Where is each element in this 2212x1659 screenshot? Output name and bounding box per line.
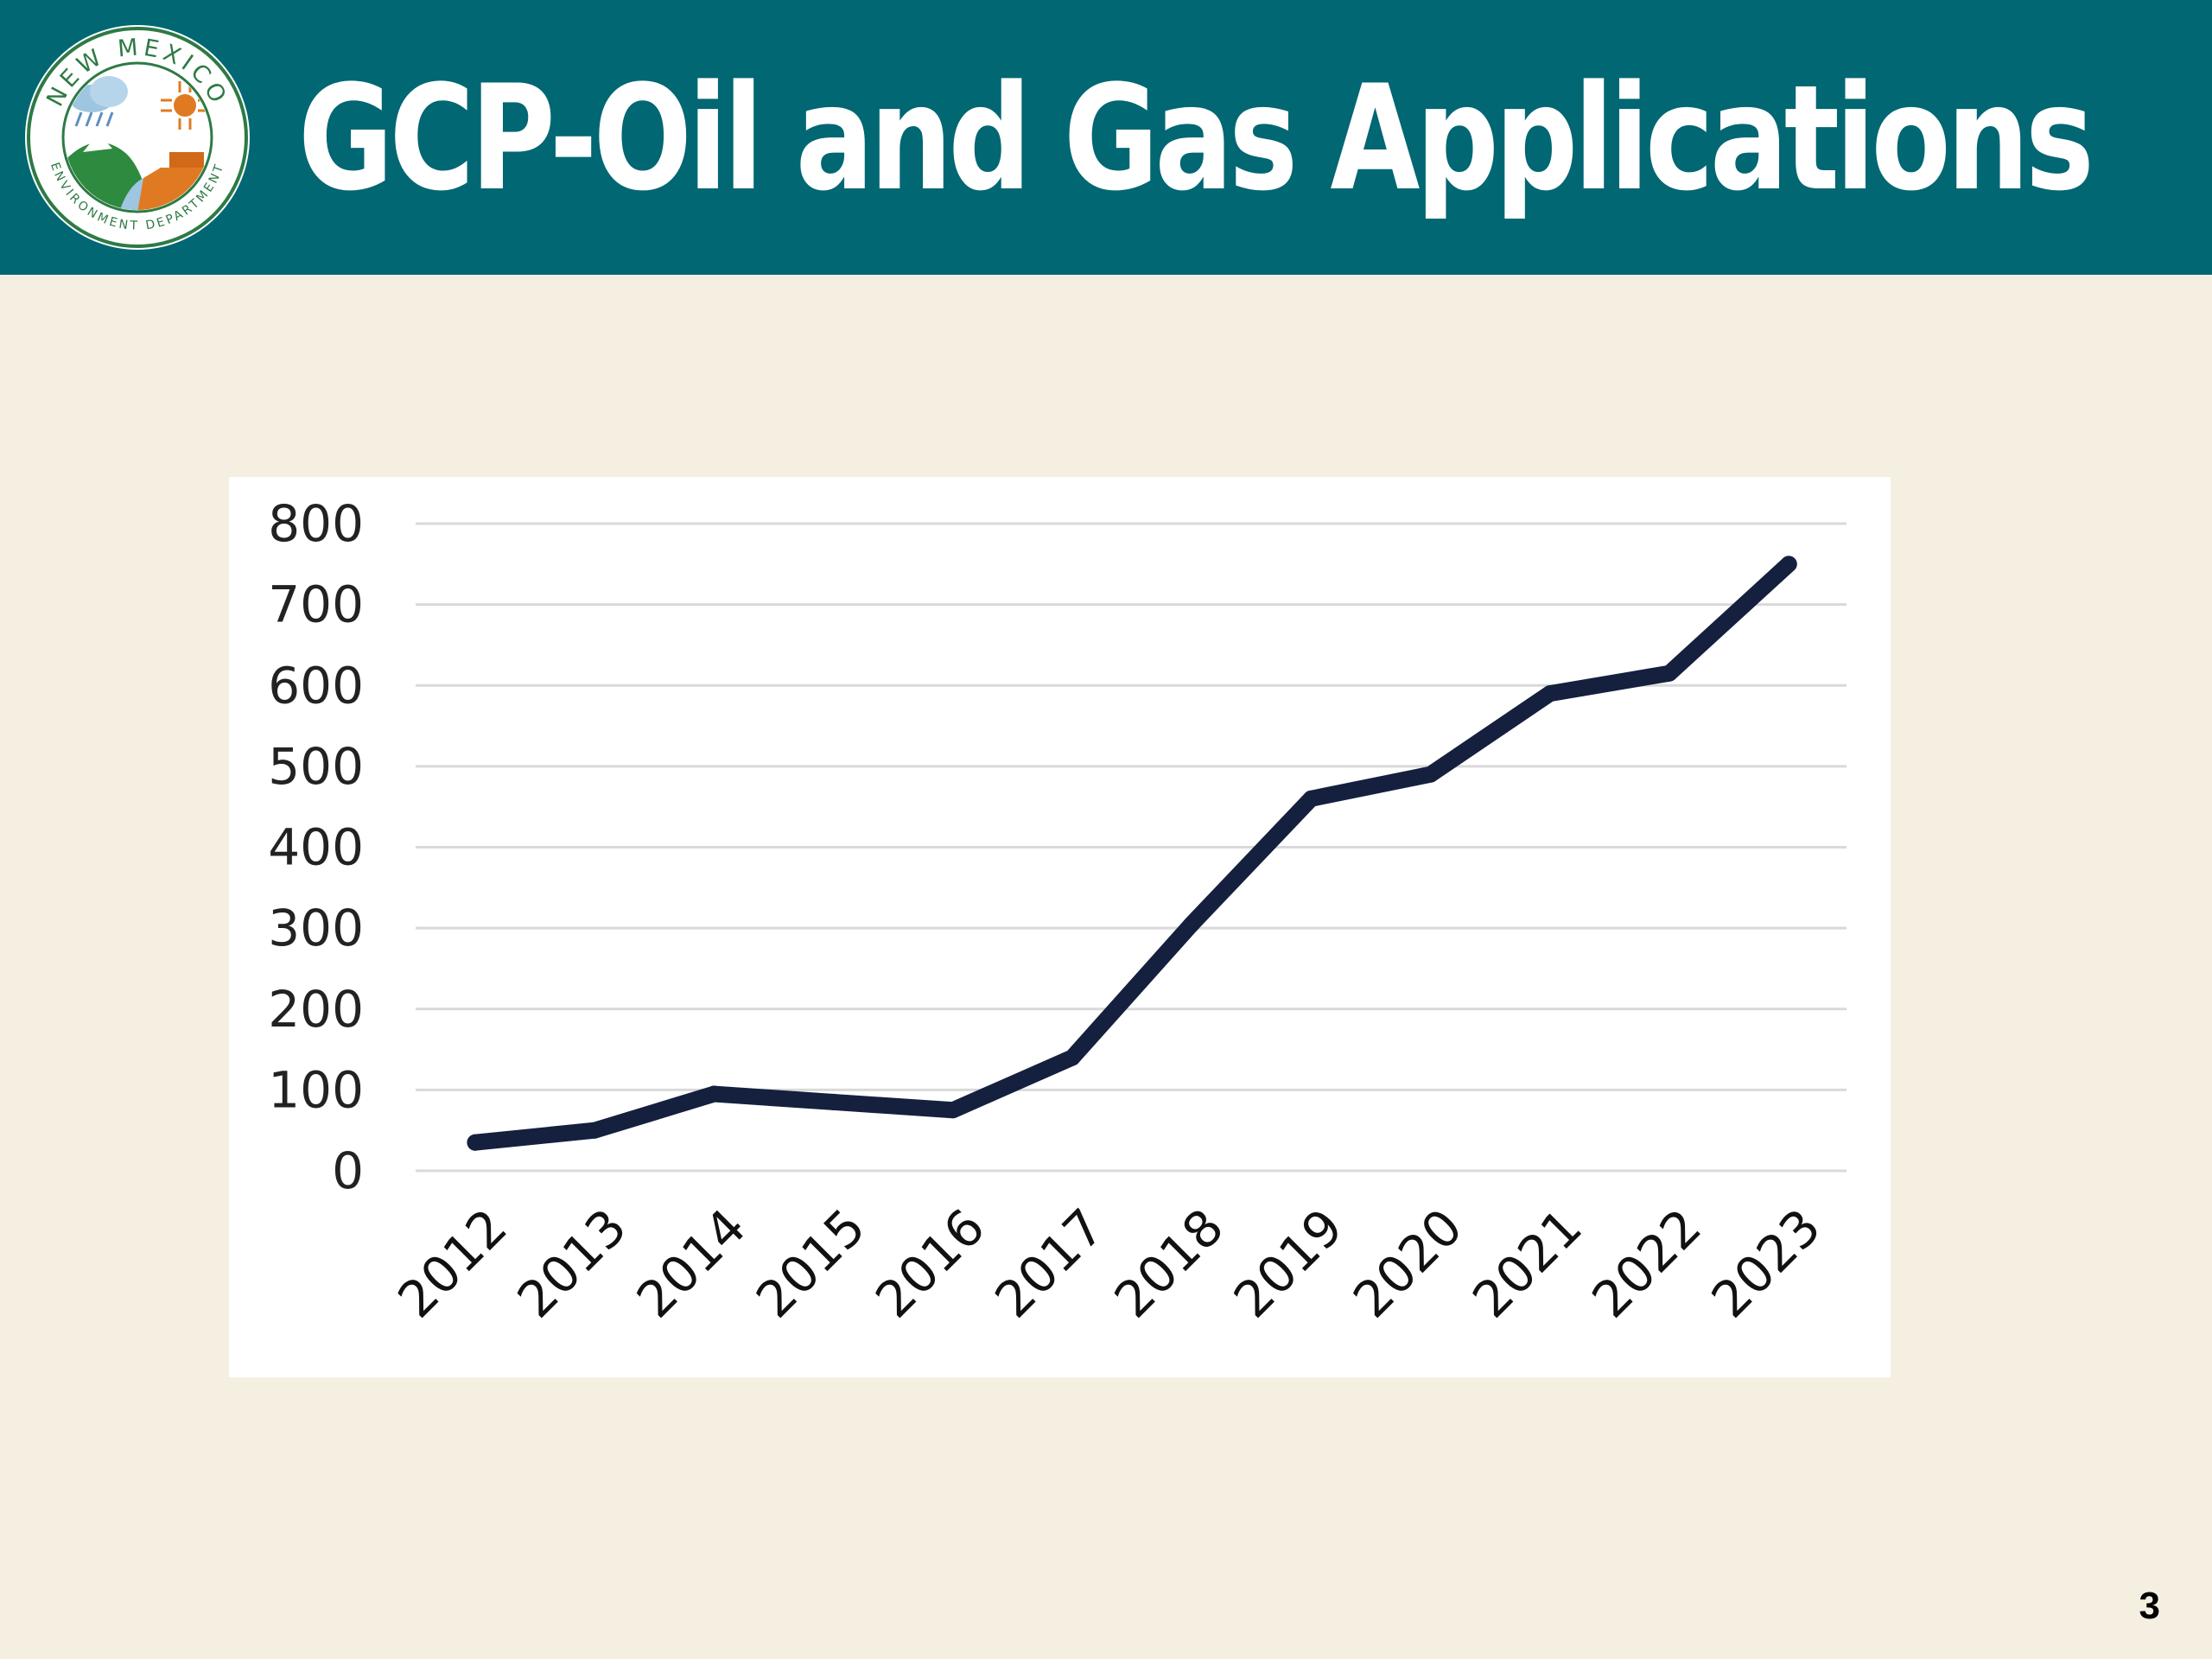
data-point — [825, 1093, 842, 1110]
x-tick-label: 2018 — [1103, 1198, 1235, 1329]
data-point — [1183, 915, 1200, 932]
y-tick-label: 700 — [268, 575, 364, 634]
x-tick-label: 2012 — [386, 1198, 518, 1329]
series-layer — [467, 556, 1797, 1151]
y-axis-tick-labels: 0 100 200 300 400 500 600 700 800 — [268, 494, 364, 1200]
data-point — [1661, 664, 1678, 682]
page-number: 3 — [2139, 1585, 2160, 1627]
header-bar: NEW MEXICO ENVIRONMENT DEPARTMENT — [0, 0, 2212, 275]
x-tick-label: 2017 — [983, 1198, 1115, 1329]
y-tick-label: 600 — [268, 656, 364, 715]
y-tick-label: 0 — [332, 1141, 364, 1200]
grid-lines — [416, 522, 1847, 1173]
data-point — [586, 1122, 603, 1139]
data-point — [705, 1085, 722, 1103]
nmed-logo: NEW MEXICO ENVIRONMENT DEPARTMENT — [25, 25, 250, 250]
data-point — [1780, 556, 1797, 573]
data-point — [467, 1134, 484, 1151]
page-title: GCP-Oil and Gas Applications — [298, 54, 2094, 223]
data-point — [1302, 790, 1319, 807]
x-tick-label: 2022 — [1580, 1198, 1712, 1329]
x-tick-label: 2016 — [864, 1198, 995, 1329]
line-chart-panel: 0 100 200 300 400 500 600 700 800 2012 2013 2014 20… — [229, 477, 1891, 1377]
x-tick-label: 2013 — [506, 1198, 638, 1329]
y-tick-label: 800 — [268, 494, 364, 553]
x-tick-label: 2019 — [1223, 1198, 1354, 1329]
x-tick-label: 2020 — [1342, 1198, 1473, 1329]
y-tick-label: 200 — [268, 980, 364, 1039]
data-point — [1064, 1049, 1081, 1066]
y-tick-label: 100 — [268, 1060, 364, 1119]
x-tick-label: 2015 — [745, 1198, 876, 1329]
y-tick-label: 300 — [268, 899, 364, 957]
y-tick-label: 400 — [268, 818, 364, 877]
x-tick-label: 2021 — [1461, 1198, 1592, 1329]
series-line — [467, 556, 1797, 1151]
data-point — [1541, 685, 1559, 702]
x-tick-label: 2014 — [626, 1198, 757, 1329]
x-tick-label: 2023 — [1700, 1198, 1832, 1329]
x-axis-tick-labels: 2012201320142015201620172018201920202021… — [386, 1198, 1832, 1329]
data-point — [944, 1102, 962, 1119]
y-tick-label: 500 — [268, 737, 364, 796]
data-point — [1422, 766, 1440, 783]
